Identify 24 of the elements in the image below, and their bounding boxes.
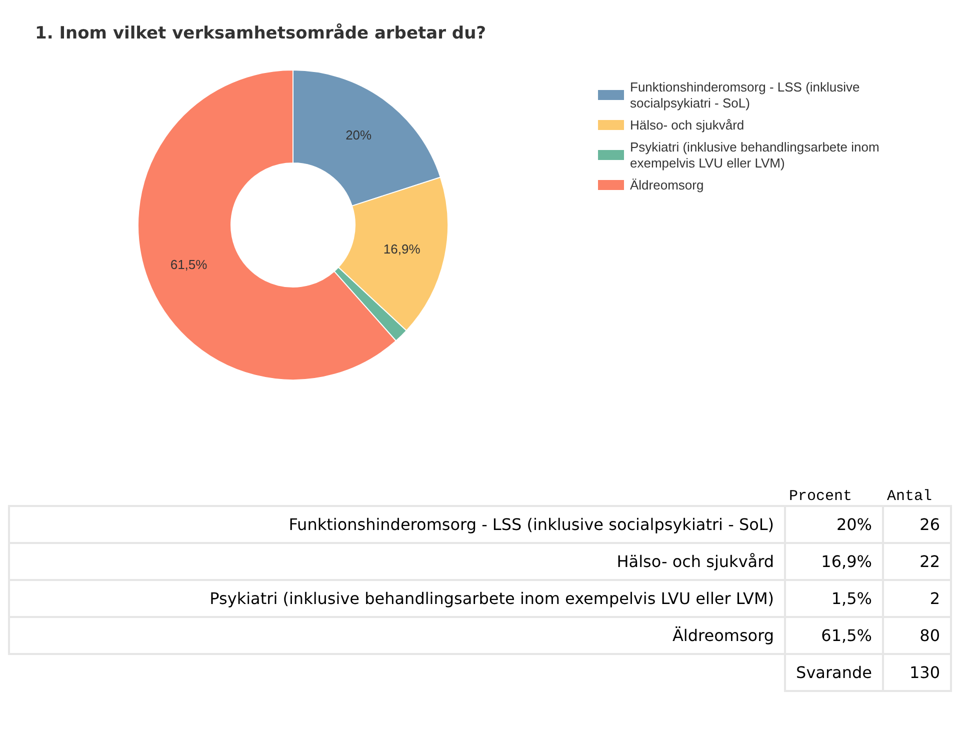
data-label: 61,5%: [170, 257, 208, 272]
text: 61,5%: [821, 626, 872, 645]
legend-label: Äldreomsorg: [630, 178, 704, 192]
text: 130: [883, 654, 951, 691]
text: Svarande: [785, 654, 883, 691]
category-label: Äldreomsorg: [672, 626, 774, 645]
category-label: Funktionshinderomsorg - LSS (inklusive socialpsykiatri - SoL): [288, 515, 774, 534]
text: 26: [883, 506, 951, 543]
text: Procent: [788, 488, 854, 506]
data-label: 20%: [346, 127, 372, 142]
text: 1,5%: [785, 580, 883, 617]
legend-label: Hälso- och sjukvård: [630, 118, 744, 132]
text: Antal: [886, 488, 934, 506]
chart-title: 1. Inom vilket verksamhetsområde arbetar du?: [35, 22, 486, 44]
text: 2: [883, 580, 951, 617]
text: 16,9%: [821, 552, 872, 571]
text: 20%: [836, 515, 872, 534]
category-label: Psykiatri (inklusive behandlingsarbete inom exempelvis LVU eller LVM): [210, 589, 774, 608]
legend-label: Psykiatri (inklusive behandlingsarbete inom exempelvis LVU eller LVM): [630, 140, 883, 170]
category-label: Hälso- och sjukvård: [616, 552, 774, 571]
data-label: 16,9%: [383, 242, 421, 257]
text: 22: [883, 543, 951, 580]
text: 80: [883, 617, 951, 654]
legend-label: Funktionshinderomsorg - LSS (inklusive socialpsykiatri - SoL): [630, 80, 864, 110]
